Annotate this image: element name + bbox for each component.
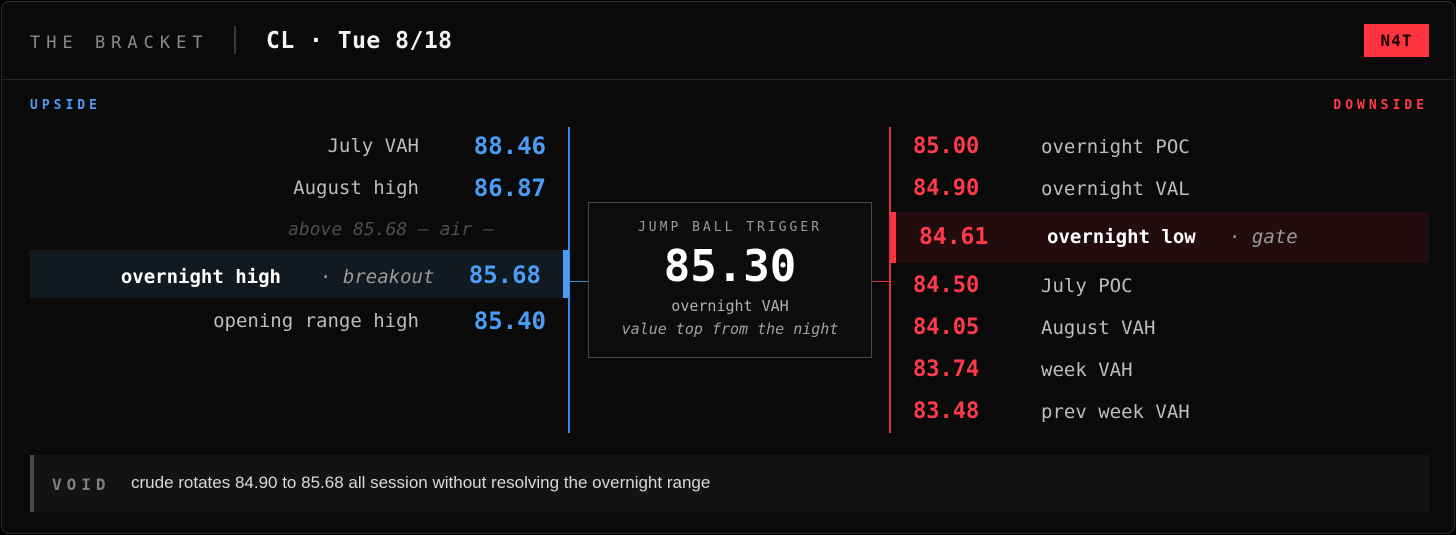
air-note: above 85.68 — air — — [288, 219, 494, 240]
downside-connector — [872, 281, 890, 282]
void-label: VOID — [52, 475, 111, 494]
level-label: week VAH — [1041, 359, 1133, 381]
n4t-badge: N4T — [1364, 24, 1429, 57]
trigger-name: overnight VAH — [671, 297, 789, 315]
upside-highlight-marker — [563, 250, 569, 298]
upside-axis-line — [568, 127, 570, 433]
level-value: 85.40 — [473, 307, 546, 335]
level-label: July POC — [1041, 275, 1133, 297]
trigger-label: JUMP BALL TRIGGER — [637, 220, 823, 235]
upside-level-row: August high 86.87 — [30, 168, 566, 214]
level-label: prev week VAH — [1041, 401, 1190, 423]
level-label: overnight high — [120, 266, 281, 288]
jump-ball-trigger-box: JUMP BALL TRIGGER 85.30 overnight VAH va… — [588, 202, 872, 358]
trigger-value: 85.30 — [663, 241, 797, 292]
header-divider — [234, 26, 236, 54]
level-tag: · breakout — [320, 266, 435, 288]
brand-title: THE BRACKET — [30, 33, 209, 53]
downside-level-row: 84.05 August VAH — [891, 308, 1429, 350]
upside-level-row: opening range high 85.40 — [30, 301, 566, 347]
downside-level-row: 83.48 prev week VAH — [891, 392, 1429, 434]
level-value: 83.74 — [913, 357, 980, 382]
level-value: 84.61 — [919, 224, 989, 250]
void-text: crude rotates 84.90 to 85.68 all session… — [131, 473, 711, 492]
upside-connector — [569, 281, 588, 282]
level-value: 85.68 — [468, 261, 541, 289]
level-tag: · gate — [1229, 226, 1298, 248]
level-label: July VAH — [327, 135, 419, 157]
void-scenario: VOID crude rotates 84.90 to 85.68 all se… — [30, 455, 1429, 512]
level-value: 85.00 — [913, 134, 980, 159]
level-label: overnight POC — [1041, 136, 1190, 158]
level-label: August high — [293, 177, 419, 199]
downside-label: DOWNSIDE — [1333, 98, 1428, 113]
level-value: 83.48 — [913, 399, 980, 424]
trigger-note: value top from the night — [621, 320, 839, 338]
downside-level-row: 84.50 July POC — [891, 266, 1429, 308]
level-value: 84.50 — [913, 273, 980, 298]
upside-highlight-row: overnight high · breakout 85.68 — [30, 250, 566, 298]
void-bar — [30, 455, 34, 512]
level-value: 84.90 — [913, 176, 980, 201]
upside-level-row: July VAH 88.46 — [30, 126, 566, 172]
highlight-bar — [891, 212, 896, 263]
level-label: opening range high — [213, 310, 419, 332]
level-label: overnight VAL — [1041, 178, 1190, 200]
level-value: 84.05 — [913, 315, 980, 340]
downside-level-row: 84.90 overnight VAL — [891, 169, 1429, 211]
level-label: overnight low — [1047, 226, 1196, 248]
downside-level-row: 85.00 overnight POC — [891, 127, 1429, 169]
downside-level-row: 83.74 week VAH — [891, 350, 1429, 392]
level-value: 88.46 — [473, 132, 546, 160]
page-title: CL · Tue 8/18 — [266, 28, 453, 54]
level-value: 86.87 — [473, 174, 546, 202]
downside-highlight-row: 84.61 overnight low · gate — [891, 212, 1429, 263]
level-label: August VAH — [1041, 317, 1156, 339]
upside-label: UPSIDE — [30, 98, 101, 113]
downside-axis-line — [889, 127, 891, 433]
header: THE BRACKET CL · Tue 8/18 N4T — [2, 2, 1454, 80]
